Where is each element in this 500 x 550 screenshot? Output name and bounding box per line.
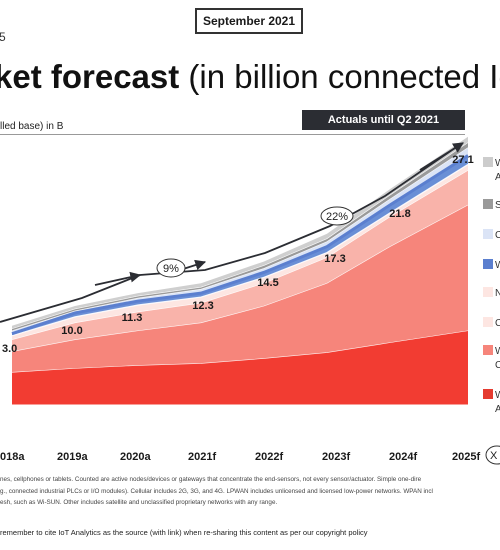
trend-path <box>0 147 456 323</box>
growth-oval <box>156 258 186 278</box>
legend-label: C <box>495 318 500 329</box>
logo-dot <box>290 423 296 429</box>
legend-label: W <box>495 390 500 401</box>
area-layer-1 <box>12 330 468 405</box>
x-tick-label: 2025f <box>452 451 480 463</box>
legend-label: W <box>495 260 500 271</box>
logo-dot <box>284 430 290 436</box>
total-label: 17.3 <box>324 253 345 265</box>
footnote-line: esh, such as Wi-SUN. Other includes sate… <box>0 499 278 506</box>
total-label: 21.8 <box>389 208 410 220</box>
trend-line <box>0 142 464 323</box>
legend-label: N <box>495 288 500 299</box>
total-label: 10.0 <box>61 325 82 337</box>
total-label: 12.3 <box>192 300 213 312</box>
growth-oval <box>320 206 354 226</box>
total-label: 3.0 <box>2 343 17 355</box>
legend-swatch <box>483 389 493 399</box>
legend-label: W <box>495 346 500 357</box>
footnote-line: nes, cellphones or tablets. Counted are … <box>0 476 422 483</box>
legend-label: W <box>495 158 500 169</box>
legend-swatch <box>483 259 493 269</box>
legend-label: S <box>495 200 500 211</box>
logo-dot <box>296 430 302 436</box>
total-label: 14.5 <box>257 277 278 289</box>
total-label: 27.1 <box>452 154 473 166</box>
layer-separator <box>11 204 469 352</box>
forecast-chart: 9% 22% 3.0 10.0 11.3 12.3 14.5 17.3 21.8 27.1 018… <box>0 136 500 465</box>
page-title: ket forecast (in billion connected Io <box>0 58 500 96</box>
growth-label: 9% <box>163 263 179 275</box>
x-axis: 018a 2019a 2020a 2021f 2022f 2023f 2024f 2025f X <box>0 445 500 465</box>
legend-swatch <box>483 345 493 355</box>
layer-separator <box>11 147 469 332</box>
watermark-text: IOT ANALYTICS <box>288 424 403 438</box>
x-tick-label: 2021f <box>188 451 216 463</box>
legend-swatch <box>483 199 493 209</box>
layer-separator <box>11 330 469 373</box>
copyright-note: remember to cite IoT Analytics as the so… <box>0 528 368 537</box>
layer-separator <box>11 170 469 340</box>
legend-swatch <box>483 287 493 297</box>
total-label: 11.3 <box>122 312 143 324</box>
legend-label: A <box>495 172 500 183</box>
footnote-line: g., connected industrial PLCs or I/O mod… <box>0 487 433 495</box>
legend-swatch <box>483 157 493 167</box>
x-tick-label: 2024f <box>389 451 417 463</box>
legend-swatch <box>483 317 493 327</box>
x-tick-label: 2022f <box>255 451 283 463</box>
title-rest: (in billion connected Io <box>179 58 500 95</box>
legend-swatch <box>483 229 493 239</box>
x-tick-label: 018a <box>0 451 25 463</box>
area-stacks <box>0 136 470 406</box>
footnotes: nes, cellphones or tablets. Counted are … <box>0 474 500 509</box>
title-bold: ket forecast <box>0 58 180 95</box>
header-fragment: 5 <box>0 30 6 44</box>
data-labels: 9% 22% 3.0 10.0 11.3 12.3 14.5 17.3 21.8 27.1 <box>2 154 474 355</box>
x-tick-label: 2020a <box>120 451 151 463</box>
date-badge: September 2021 <box>195 8 303 34</box>
x-overflow-label: X <box>490 450 498 462</box>
chart-subtitle: lled base) in B <box>0 121 64 132</box>
divider <box>0 134 465 135</box>
legend-label: C <box>495 360 500 371</box>
area-layer-3 <box>12 170 468 352</box>
trend-arrow <box>94 271 142 286</box>
layer-separator <box>11 163 469 337</box>
actuals-badge: Actuals until Q2 2021 <box>302 110 465 130</box>
logo-dot <box>278 423 284 429</box>
area-layer-2 <box>12 205 468 373</box>
x-tick-label: 2019a <box>57 451 88 463</box>
logo-dot <box>272 430 278 436</box>
watermark: IOT ANALYTICS <box>288 424 402 438</box>
trend-arrow <box>419 142 464 171</box>
wlan-band-line <box>11 154 469 336</box>
x-tick-label: 2023f <box>322 451 350 463</box>
legend-label: A <box>495 404 500 415</box>
layer-separator <box>11 142 469 330</box>
legend-label: C <box>495 230 500 241</box>
x-overflow-oval <box>485 445 500 465</box>
iot-logo-icon <box>272 423 302 436</box>
growth-label: 22% <box>326 211 348 223</box>
